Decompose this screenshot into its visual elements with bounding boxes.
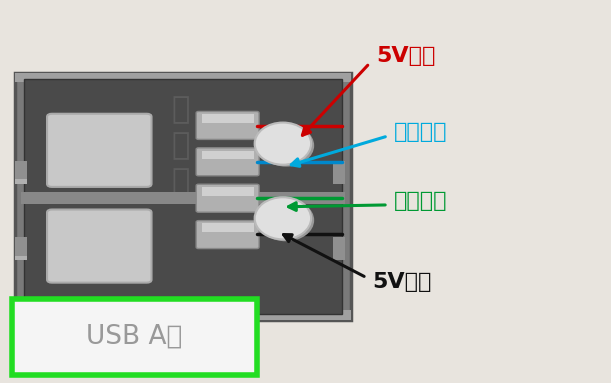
Bar — [21, 192, 345, 204]
Text: 数据负线: 数据负线 — [394, 122, 448, 142]
Bar — [15, 237, 27, 260]
Bar — [55, 214, 150, 282]
Bar — [15, 73, 351, 82]
Bar — [55, 119, 150, 186]
FancyBboxPatch shape — [196, 184, 259, 212]
Bar — [15, 179, 27, 184]
Bar — [199, 186, 257, 211]
FancyBboxPatch shape — [196, 148, 259, 176]
Bar — [333, 237, 345, 260]
Bar — [199, 222, 257, 247]
FancyBboxPatch shape — [196, 111, 259, 139]
Bar — [333, 161, 345, 184]
FancyBboxPatch shape — [196, 221, 259, 249]
Bar — [15, 256, 27, 260]
Bar — [202, 223, 254, 232]
Bar — [199, 113, 257, 138]
Text: 5V负极: 5V负极 — [373, 272, 432, 291]
Ellipse shape — [258, 199, 314, 241]
Bar — [15, 73, 351, 320]
Bar — [15, 310, 351, 320]
Text: 5V正极: 5V正极 — [376, 46, 435, 65]
Text: 数据正线: 数据正线 — [394, 191, 448, 211]
Bar — [202, 151, 254, 159]
Bar — [202, 187, 254, 196]
Bar — [24, 79, 342, 314]
FancyBboxPatch shape — [47, 114, 152, 187]
Ellipse shape — [258, 124, 314, 167]
Text: USB A公: USB A公 — [86, 324, 183, 350]
Ellipse shape — [255, 197, 311, 239]
Text: 付
谷
图: 付 谷 图 — [171, 95, 189, 196]
Bar — [12, 299, 257, 375]
Bar — [15, 161, 27, 184]
Bar — [199, 149, 257, 174]
FancyBboxPatch shape — [47, 210, 152, 283]
Ellipse shape — [255, 123, 311, 165]
Bar — [202, 114, 254, 123]
